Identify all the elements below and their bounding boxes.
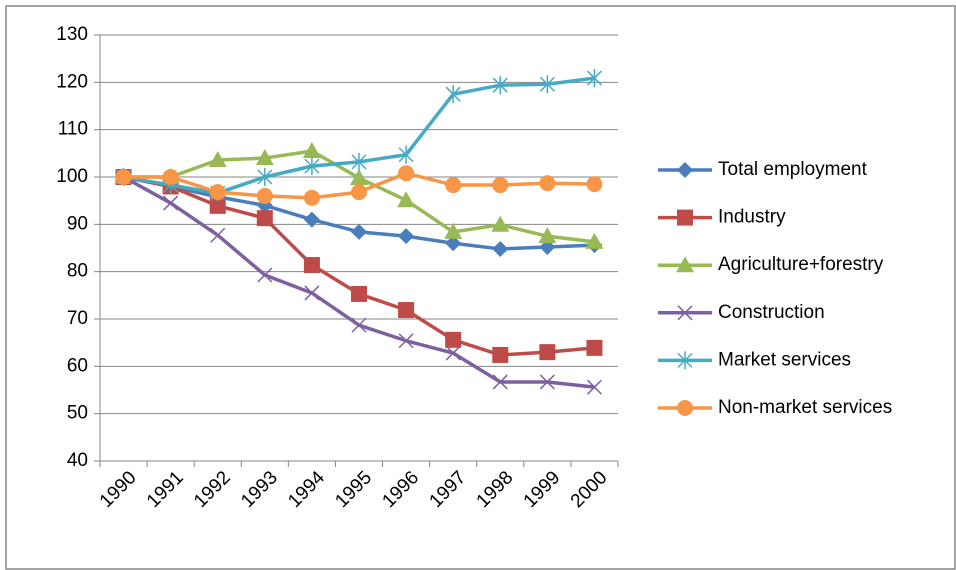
marker — [209, 184, 226, 201]
marker — [492, 240, 509, 257]
marker — [210, 227, 226, 243]
marker — [492, 76, 508, 95]
marker — [586, 339, 603, 356]
marker — [491, 215, 510, 232]
y-tick-label: 130 — [56, 24, 88, 45]
y-tick-label: 60 — [67, 355, 88, 376]
marker — [398, 302, 415, 319]
marker — [538, 227, 557, 244]
marker — [445, 345, 461, 361]
marker — [398, 333, 414, 349]
y-tick-label: 50 — [67, 403, 88, 424]
marker — [256, 187, 273, 204]
legend-label: Market services — [718, 349, 851, 370]
marker — [351, 223, 367, 240]
y-tick-label: 40 — [67, 450, 88, 471]
marker — [257, 168, 273, 186]
marker — [115, 169, 132, 185]
marker — [398, 145, 414, 164]
marker — [539, 344, 556, 361]
legend-label: Construction — [718, 302, 825, 323]
marker — [445, 235, 462, 252]
marker — [492, 374, 508, 390]
marker — [397, 191, 416, 208]
marker — [350, 168, 368, 185]
marker — [492, 177, 509, 194]
marker — [303, 189, 320, 206]
marker — [445, 331, 462, 348]
marker — [398, 165, 415, 182]
y-tick-label: 80 — [67, 261, 88, 282]
marker — [351, 317, 367, 333]
marker — [163, 195, 179, 211]
marker — [351, 152, 367, 171]
marker — [445, 85, 461, 104]
y-tick-label: 70 — [67, 308, 88, 329]
y-tick-label: 90 — [67, 213, 88, 234]
chart-border — [5, 5, 956, 570]
marker — [492, 346, 509, 363]
marker — [539, 374, 555, 390]
legend-label: Non-market services — [718, 397, 892, 418]
marker — [209, 197, 226, 214]
y-tick-label: 120 — [56, 71, 88, 92]
marker — [255, 149, 274, 166]
marker — [351, 184, 367, 201]
marker — [302, 141, 321, 158]
marker — [398, 228, 415, 245]
marker — [304, 285, 320, 301]
marker — [351, 285, 367, 302]
marker — [585, 232, 604, 249]
marker — [208, 150, 227, 167]
legend-marker — [676, 256, 694, 273]
marker — [304, 157, 320, 176]
marker — [586, 176, 603, 193]
legend-marker — [677, 400, 693, 416]
marker — [162, 169, 179, 185]
legend-marker — [677, 162, 693, 178]
legend-label: Total employment — [718, 159, 868, 180]
marker — [303, 257, 320, 274]
marker — [257, 267, 273, 283]
y-tick-label: 100 — [56, 166, 88, 187]
y-tick-label: 110 — [58, 119, 88, 140]
legend-marker — [677, 305, 693, 321]
marker — [586, 379, 602, 395]
legend-marker — [677, 209, 693, 226]
marker — [445, 177, 462, 194]
legend-marker — [677, 351, 693, 370]
marker — [586, 69, 602, 88]
marker — [539, 175, 556, 192]
marker — [539, 75, 555, 94]
legend-label: Agriculture+forestry — [718, 254, 884, 275]
marker — [444, 222, 463, 239]
marker — [256, 210, 273, 227]
legend-label: Industry — [718, 207, 786, 228]
marker — [303, 211, 320, 228]
